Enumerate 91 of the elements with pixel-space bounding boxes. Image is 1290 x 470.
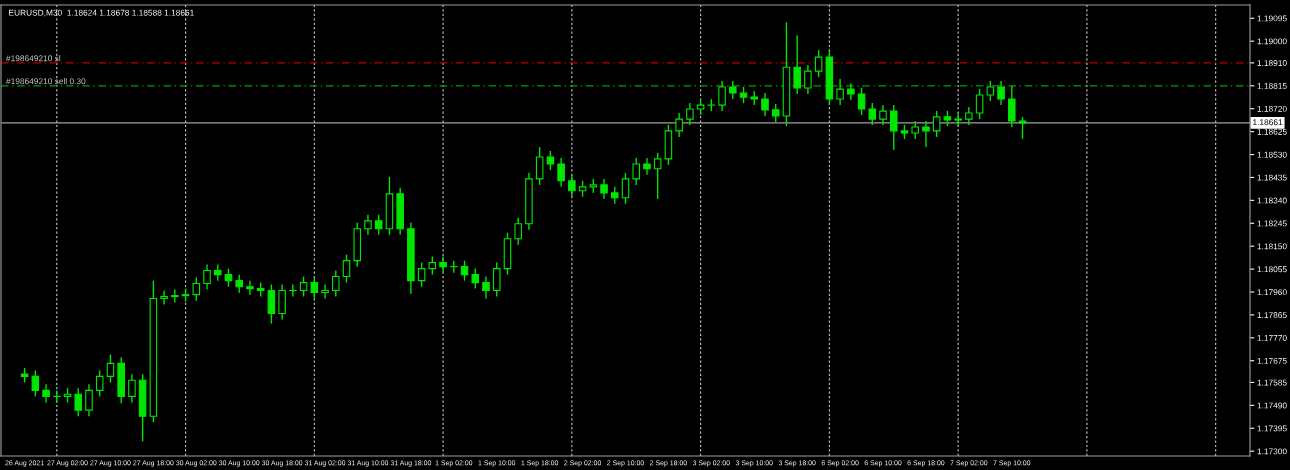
candlestick [203, 263, 211, 291]
candlestick [621, 172, 630, 205]
candlestick [922, 120, 930, 148]
candlestick [321, 283, 329, 300]
candlestick [771, 103, 780, 123]
candlestick [1008, 85, 1016, 128]
candlestick [310, 275, 319, 300]
candlestick [535, 146, 544, 186]
y-tick-label: 1.18720 [1257, 105, 1287, 112]
candlestick [675, 112, 683, 138]
candlestick [74, 387, 83, 417]
candlestick [889, 104, 898, 151]
chart-title: EURUSD,M30 1.18624 1.18678 1.18588 1.18661 [9, 9, 194, 17]
candlestick [482, 275, 490, 300]
y-tick-label: 1.18910 [1257, 60, 1287, 66]
candlestick [374, 214, 383, 236]
candlestick [868, 102, 877, 126]
candlestick [847, 82, 855, 101]
candlestick [557, 157, 565, 188]
candlestick [235, 273, 243, 294]
candlestick [128, 373, 136, 404]
candlestick [342, 253, 351, 284]
y-tick-label: 1.18625 [1257, 128, 1287, 135]
candlestick [160, 289, 168, 306]
y-tick-label: 1.17865 [1257, 312, 1287, 319]
y-tick-label: 1.18245 [1257, 220, 1287, 227]
candlestick [997, 80, 1005, 106]
candlestick [879, 104, 887, 126]
candlestick [804, 64, 812, 95]
candlestick [450, 259, 458, 274]
candlestick [192, 276, 201, 302]
candlestick [417, 261, 426, 288]
candlestick [568, 174, 576, 198]
y-tick-label: 1.18530 [1257, 151, 1287, 158]
candlestick [632, 157, 641, 186]
candlestick [364, 214, 372, 236]
candlestick [793, 34, 801, 95]
candlestick [289, 283, 297, 298]
candlestick [31, 369, 40, 398]
y-tick-label: 1.19095 [1257, 15, 1287, 22]
candlestick [1018, 116, 1027, 140]
y-tick-label: 1.18055 [1257, 266, 1287, 273]
y-tick-label: 1.17585 [1257, 379, 1287, 386]
y-tick-label: 1.17675 [1257, 357, 1287, 364]
candlestick [85, 383, 93, 417]
y-tick-label: 1.18815 [1257, 82, 1287, 89]
candlestick [278, 283, 286, 321]
y-tick-label: 1.18340 [1257, 197, 1287, 204]
y-tick-label: 1.17770 [1257, 335, 1287, 341]
y-tick-label: 1.17300 [1257, 448, 1287, 455]
candlestick [911, 120, 919, 140]
candlestick [729, 80, 737, 100]
candlestick [932, 110, 941, 138]
candlestick [171, 288, 179, 304]
candlestick [836, 78, 844, 106]
candlestick [95, 369, 104, 398]
candlestick [42, 383, 50, 404]
candlestick [718, 80, 726, 112]
candlestick [686, 102, 694, 126]
candlestick [428, 255, 437, 276]
candlestick [439, 255, 447, 274]
candlestick [246, 279, 254, 296]
y-tick-label: 1.17395 [1257, 425, 1287, 432]
y-tick-label: 1.17490 [1257, 402, 1287, 409]
ref-line-label: 1.18661 [1253, 119, 1283, 126]
candlestick [975, 88, 984, 120]
candlestick [965, 106, 973, 126]
candlestick [267, 283, 276, 325]
candlestick [224, 267, 233, 288]
ref-line-label: #198649210 sell 0.30 [6, 78, 86, 85]
y-tick-label: 1.19000 [1257, 38, 1287, 45]
candlestick [106, 353, 115, 384]
candlestick [986, 80, 995, 102]
candlestick [546, 150, 555, 171]
candlestick [460, 259, 469, 282]
candlestick [471, 267, 480, 290]
ref-line-label: #198649210 sl [6, 55, 61, 62]
y-tick-label: 1.17960 [1257, 289, 1287, 296]
candlestick [299, 275, 308, 298]
candlestick [761, 92, 769, 117]
candlestick [600, 178, 608, 200]
candlestick [643, 157, 651, 176]
candlestick [514, 217, 522, 246]
candlestick [653, 152, 662, 200]
candlestick [857, 87, 866, 116]
candlestick [814, 49, 823, 78]
candlestick [492, 261, 501, 298]
candlestick [954, 112, 962, 127]
y-tick-label: 1.18435 [1257, 174, 1287, 181]
y-tick-label: 1.18150 [1257, 243, 1287, 250]
candlestick [332, 269, 340, 298]
